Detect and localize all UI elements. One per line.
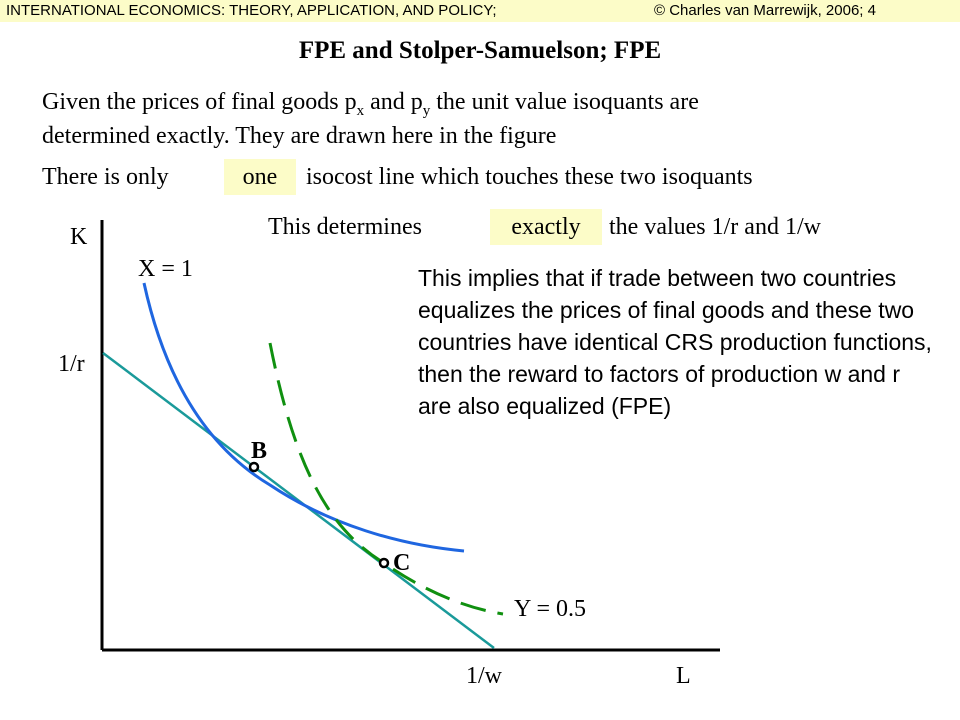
- implication-text: This implies that if trade between two c…: [418, 265, 932, 419]
- point-c-label: C: [393, 550, 411, 576]
- subscript-y: y: [422, 102, 431, 119]
- axis-y-label: K: [70, 224, 88, 250]
- highlight-one: one: [224, 159, 296, 195]
- intro-line-1: Given the prices of final goods px and p…: [42, 89, 699, 119]
- axis-x-label: L: [676, 663, 691, 689]
- intro-line-3b: isocost line which touches these two iso…: [306, 164, 753, 190]
- point-b-label: B: [251, 438, 268, 464]
- header-course-title: INTERNATIONAL ECONOMICS: THEORY, APPLICA…: [6, 2, 497, 19]
- header-copyright: © Charles van Marrewijk, 2006; 4: [654, 2, 876, 19]
- point-c-marker: [378, 557, 390, 569]
- isoquant-y: [268, 342, 504, 616]
- header-bar: INTERNATIONAL ECONOMICS: THEORY, APPLICA…: [0, 0, 960, 22]
- intro-line-3a: There is only: [42, 164, 169, 190]
- intro-line-2: determined exactly. They are drawn here …: [42, 123, 557, 149]
- highlight-exactly: exactly: [490, 209, 602, 245]
- isoquant-y-label: Y = 0.5: [514, 596, 586, 622]
- isoquant-x-label: X = 1: [138, 256, 193, 282]
- intro-line-4b: the values 1/r and 1/w: [609, 214, 821, 240]
- x-intercept-label: 1/w: [466, 663, 502, 689]
- page-title: FPE and Stolper-Samuelson; FPE: [298, 37, 662, 64]
- intro-line-4a: This determines: [268, 214, 422, 240]
- y-intercept-label: 1/r: [58, 351, 85, 377]
- isoquant-x: [142, 282, 465, 553]
- point-b-marker: [248, 461, 260, 473]
- subscript-x: x: [356, 102, 365, 119]
